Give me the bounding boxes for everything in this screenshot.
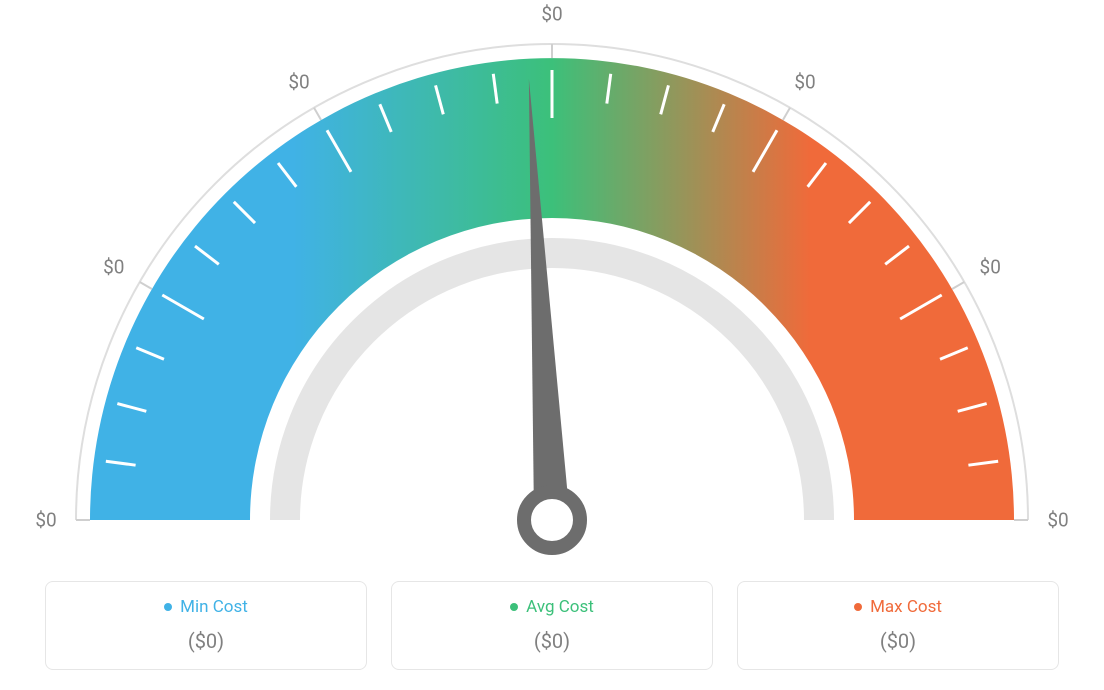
dot-icon [510, 603, 518, 611]
legend-label: Avg Cost [526, 597, 594, 617]
legend-value-avg: ($0) [404, 629, 700, 653]
gauge-svg [22, 0, 1082, 560]
legend-label: Max Cost [870, 597, 942, 617]
legend-card-min: Min Cost ($0) [45, 581, 367, 670]
legend-card-avg: Avg Cost ($0) [391, 581, 713, 670]
legend-label: Min Cost [180, 597, 248, 617]
dot-icon [164, 603, 172, 611]
legend-value-min: ($0) [58, 629, 354, 653]
gauge-tick-label: $0 [980, 256, 1001, 279]
gauge-tick-label: $0 [1047, 509, 1068, 532]
legend-title-max: Max Cost [854, 597, 942, 617]
legend-card-max: Max Cost ($0) [737, 581, 1059, 670]
gauge-tick-label: $0 [35, 509, 56, 532]
gauge-chart: $0 $0 $0 $0 $0 $0 $0 [22, 0, 1082, 560]
gauge-tick-label: $0 [794, 70, 815, 93]
legend-value-max: ($0) [750, 629, 1046, 653]
legend-title-min: Min Cost [164, 597, 248, 617]
legend-title-avg: Avg Cost [510, 597, 594, 617]
gauge-tick-label: $0 [541, 3, 562, 26]
gauge-tick-label: $0 [288, 70, 309, 93]
dot-icon [854, 603, 862, 611]
legend: Min Cost ($0) Avg Cost ($0) Max Cost ($0… [42, 581, 1062, 670]
gauge-tick-label: $0 [103, 256, 124, 279]
